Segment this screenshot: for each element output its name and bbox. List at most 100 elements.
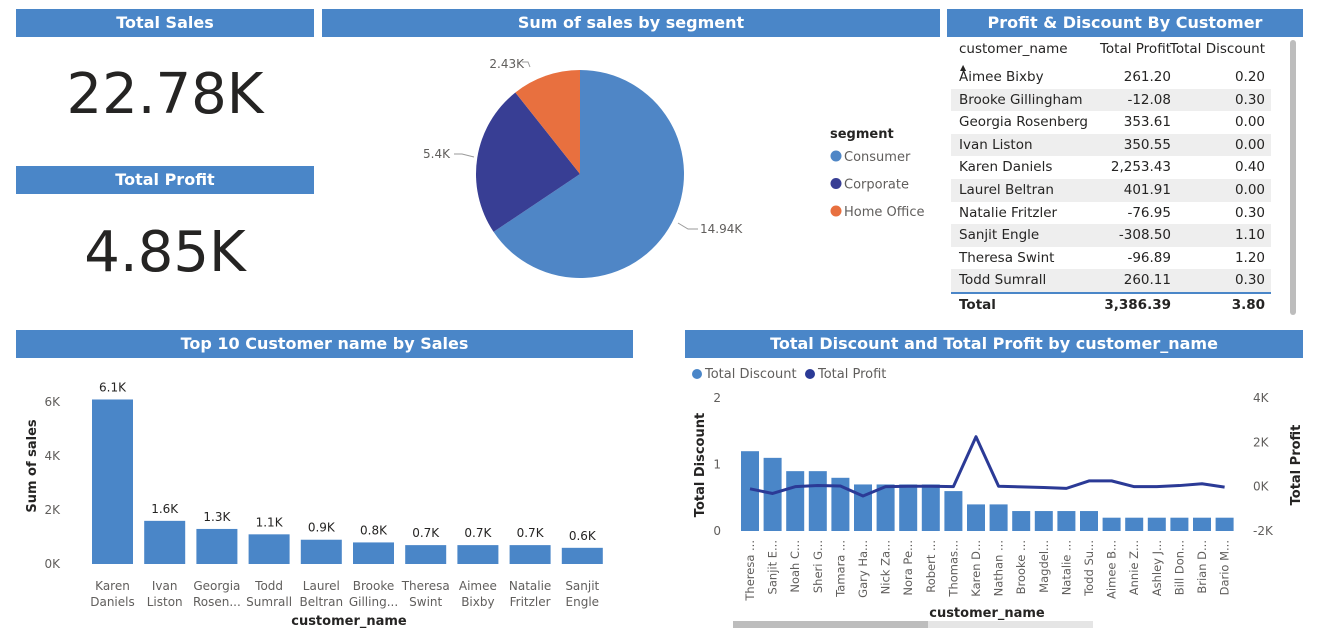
pie-callout-line-home-office <box>522 61 531 68</box>
column-header-total-discount[interactable]: Total Discount <box>1169 41 1265 57</box>
column-header-total-profit[interactable]: Total Profit <box>1099 41 1171 57</box>
bar[interactable] <box>144 520 186 564</box>
combo-bar[interactable] <box>1057 511 1076 531</box>
legend-total-profit-marker <box>805 369 815 379</box>
combo-bar[interactable] <box>786 471 805 531</box>
pie-label-consumer: 14.94K <box>700 222 743 236</box>
table-row[interactable]: Todd Sumrall 260.11 0.30 <box>951 269 1271 292</box>
cell-total-discount: 3.80 <box>1231 296 1265 313</box>
bar-data-label: 1.6K <box>151 502 179 516</box>
combo-bar[interactable] <box>854 484 872 531</box>
total-sales-value: 22.78K <box>66 62 264 127</box>
table-row[interactable]: Ivan Liston 350.55 0.00 <box>951 133 1271 157</box>
cell-discount: 0.30 <box>1234 204 1265 221</box>
cell-discount: 1.20 <box>1234 249 1265 266</box>
combo-left-tick-label: 0 <box>713 524 721 538</box>
combo-x-tick-label: Theresa ... <box>743 540 757 602</box>
bar-x-tick-label: Aimee <box>459 579 497 593</box>
combo-bar[interactable] <box>921 484 940 531</box>
legend-item-corporate[interactable]: Corporate <box>844 178 909 193</box>
combo-x-tick-label: Karen D... <box>969 540 983 597</box>
column-header-customer-name[interactable]: customer_name <box>959 41 1068 57</box>
bar[interactable] <box>196 528 238 564</box>
pie-slice-consumer[interactable] <box>493 70 684 278</box>
legend-item-consumer[interactable]: Consumer <box>844 150 911 165</box>
bar-data-label: 0.7K <box>464 526 492 540</box>
combo-right-tick-label: 4K <box>1253 391 1270 405</box>
bar[interactable] <box>509 545 551 564</box>
combo-bar[interactable] <box>989 504 1008 531</box>
table-vertical-scrollbar[interactable] <box>1290 40 1296 315</box>
cell-profit: 2,253.43 <box>1110 159 1171 176</box>
pie-slice-corporate[interactable] <box>476 92 580 232</box>
discount-profit-combo-chart[interactable]: Total Discount Total Profit Total Discou… <box>685 362 1315 620</box>
combo-x-tick-label: Dario M... <box>1218 540 1232 595</box>
table-row[interactable]: Georgia Rosenberg 353.61 0.00 <box>951 111 1271 134</box>
table-row[interactable]: Laurel Beltran 401.91 0.00 <box>951 178 1271 202</box>
top-customers-bar-chart[interactable]: Sum of sales customer_name 0K 2K 4K 6K 6.1K K… <box>0 362 640 637</box>
bar-x-tick-label: Ivan <box>152 579 178 593</box>
combo-x-tick-label: Brooke ... <box>1014 540 1028 594</box>
combo-bar[interactable] <box>1147 517 1166 531</box>
bar-x-tick-label: Fritzler <box>510 595 551 609</box>
cell-profit: -96.89 <box>1127 249 1171 266</box>
table-row[interactable]: Aimee Bixby 261.20 0.20 <box>951 66 1271 89</box>
combo-bar[interactable] <box>1193 517 1211 531</box>
pie-slice-home-office[interactable] <box>515 70 580 174</box>
sort-ascending-icon: ▲ <box>960 63 967 72</box>
table-column-header-row: customer_name Total Profit Total Discoun… <box>951 36 1271 72</box>
bar-x-tick-label: Brooke <box>353 579 395 593</box>
combo-bar[interactable] <box>1170 517 1189 531</box>
bar-data-label: 0.7K <box>517 526 545 540</box>
combo-bar[interactable] <box>808 471 827 531</box>
bar-data-label: 0.8K <box>360 523 388 537</box>
bar-x-tick-label: Liston <box>147 595 183 609</box>
combo-bar[interactable] <box>1012 511 1031 531</box>
combo-bar[interactable] <box>831 477 850 531</box>
bar-y-tick-label: 2K <box>44 503 61 517</box>
pie-label-corporate: 5.4K <box>423 147 451 161</box>
combo-bar[interactable] <box>967 504 985 531</box>
bar-x-tick-label: Theresa <box>401 579 450 593</box>
pie-legend-title: segment <box>830 127 894 142</box>
cell-profit: 261.20 <box>1123 69 1171 85</box>
combo-horizontal-scrollbar[interactable] <box>733 621 928 628</box>
bar-data-label: 1.3K <box>203 510 231 524</box>
bar[interactable] <box>405 545 447 564</box>
combo-bar[interactable] <box>741 451 759 531</box>
bar-x-tick-label: Engle <box>566 595 600 609</box>
table-row[interactable]: Brooke Gillingham -12.08 0.30 <box>951 88 1271 112</box>
combo-x-tick-label: Bill Don... <box>1172 540 1186 595</box>
cell-total-profit: 3,386.39 <box>1104 296 1171 313</box>
combo-bar[interactable] <box>1215 517 1234 531</box>
pie-callout-line-corporate <box>454 153 475 158</box>
cell-discount: 1.10 <box>1234 227 1265 244</box>
table-row[interactable]: Natalie Fritzler -76.95 0.30 <box>951 202 1271 225</box>
table-row[interactable]: Theresa Swint -96.89 1.20 <box>951 247 1271 270</box>
bar[interactable] <box>300 539 342 564</box>
legend-marker-consumer <box>830 150 842 162</box>
combo-bar[interactable] <box>1080 511 1098 531</box>
bar[interactable] <box>457 545 499 564</box>
bar[interactable] <box>248 534 290 564</box>
bar[interactable] <box>561 547 603 564</box>
cell-customer: Brooke Gillingham <box>959 91 1083 108</box>
legend-total-profit: Total Profit <box>817 367 886 382</box>
combo-bar[interactable] <box>876 484 895 531</box>
profit-line[interactable] <box>749 435 1225 498</box>
combo-bar[interactable] <box>1102 517 1121 531</box>
combo-bar[interactable] <box>1125 517 1144 531</box>
bar-x-tick-label: Todd <box>254 579 283 593</box>
combo-bar[interactable] <box>1034 511 1053 531</box>
cell-profit: 260.11 <box>1123 272 1171 289</box>
bar-x-tick-label: Gilling... <box>349 595 398 609</box>
table-row[interactable]: Sanjit Engle -308.50 1.10 <box>951 224 1271 247</box>
combo-bar[interactable] <box>899 484 918 531</box>
table-row[interactable]: Karen Daniels 2,253.43 0.40 <box>951 156 1271 179</box>
legend-item-home-office[interactable]: Home Office <box>844 205 924 220</box>
pie-chart[interactable]: 14.94K 5.4K 2.43K segment Consumer Corpor… <box>322 40 940 320</box>
bar[interactable] <box>353 542 394 564</box>
combo-bar[interactable] <box>944 491 963 531</box>
profit-discount-table: customer_name Total Profit Total Discoun… <box>951 36 1271 317</box>
bar[interactable] <box>92 399 133 564</box>
